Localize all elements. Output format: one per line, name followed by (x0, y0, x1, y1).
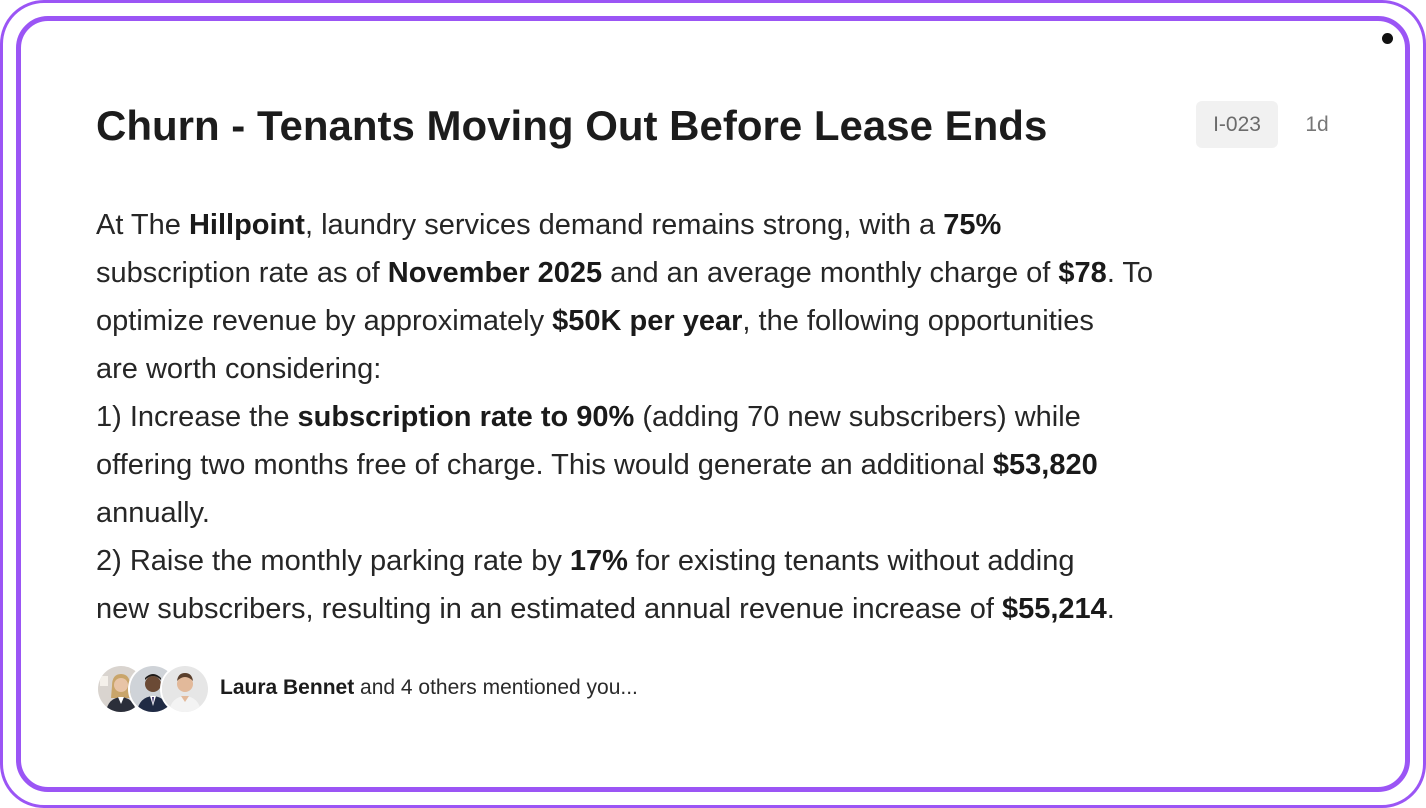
body-text-segment: annually. (96, 497, 210, 529)
body-text-segment: for existing tenants without adding (627, 545, 1075, 577)
body-text-segment: offering two months free of charge. This… (96, 449, 993, 481)
body-emphasis: 17% (569, 545, 628, 577)
mention-author[interactable]: Laura Bennet (220, 676, 355, 699)
body-line: subscription rate as of November 2025 an… (96, 249, 1346, 297)
body-text-segment: , the following opportunities (742, 305, 1094, 337)
body-emphasis: subscription rate to 90% (297, 401, 635, 433)
body-line: are worth considering: (96, 345, 1346, 393)
body-line: new subscribers, resulting in an estimat… (96, 585, 1346, 633)
body-emphasis: Hillpoint (188, 209, 305, 241)
body-line: optimize revenue by approximately $50K p… (96, 297, 1346, 345)
mention-summary: and 4 others mentioned you... (354, 676, 638, 699)
body-text-segment: 2) Raise the monthly parking rate by (96, 545, 570, 577)
body-text-segment: , laundry services demand remains strong… (304, 209, 944, 241)
body-text-segment: 1) Increase the (96, 401, 298, 433)
body-text-segment: optimize revenue by approximately (96, 305, 553, 337)
body-line: annually. (96, 489, 1346, 537)
body-emphasis: $78 (1058, 257, 1107, 289)
body-text-segment: . To (1106, 257, 1154, 289)
card-title[interactable]: Churn - Tenants Moving Out Before Lease … (96, 102, 1048, 149)
body-line: offering two months free of charge. This… (96, 441, 1346, 489)
body-text-segment: . (1106, 593, 1115, 625)
body-text-segment: At The (96, 209, 189, 241)
body-emphasis: $55,214 (1001, 593, 1107, 625)
body-text-segment: and an average monthly charge of (602, 257, 1059, 289)
body-line: At The Hillpoint, laundry services deman… (96, 201, 1346, 249)
unread-indicator-dot-icon (1382, 33, 1393, 44)
body-emphasis: $53,820 (992, 449, 1098, 481)
insight-card[interactable] (16, 16, 1410, 792)
body-emphasis: $50K per year (552, 305, 743, 337)
body-emphasis: 75% (943, 209, 1002, 241)
avatar[interactable] (160, 664, 210, 714)
card-body: At The Hillpoint, laundry services deman… (96, 201, 1346, 633)
body-line: 1) Increase the subscription rate to 90%… (96, 393, 1346, 441)
mention-text[interactable]: Laura Bennet and 4 others mentioned you.… (220, 676, 638, 700)
avatar-stack[interactable] (96, 663, 210, 714)
body-text-segment: (adding 70 new subscribers) while (634, 401, 1081, 433)
person-man-icon (162, 666, 208, 712)
body-emphasis: November 2025 (387, 257, 603, 289)
body-text-segment: are worth considering: (96, 353, 382, 385)
timestamp-age: 1d (1305, 113, 1329, 136)
body-text-segment: new subscribers, resulting in an estimat… (96, 593, 1002, 625)
body-text-segment: subscription rate as of (96, 257, 388, 289)
mentions-footer[interactable]: Laura Bennet and 4 others mentioned you.… (96, 663, 638, 714)
insight-id-badge: I-023 (1196, 101, 1278, 148)
body-line: 2) Raise the monthly parking rate by 17%… (96, 537, 1346, 585)
